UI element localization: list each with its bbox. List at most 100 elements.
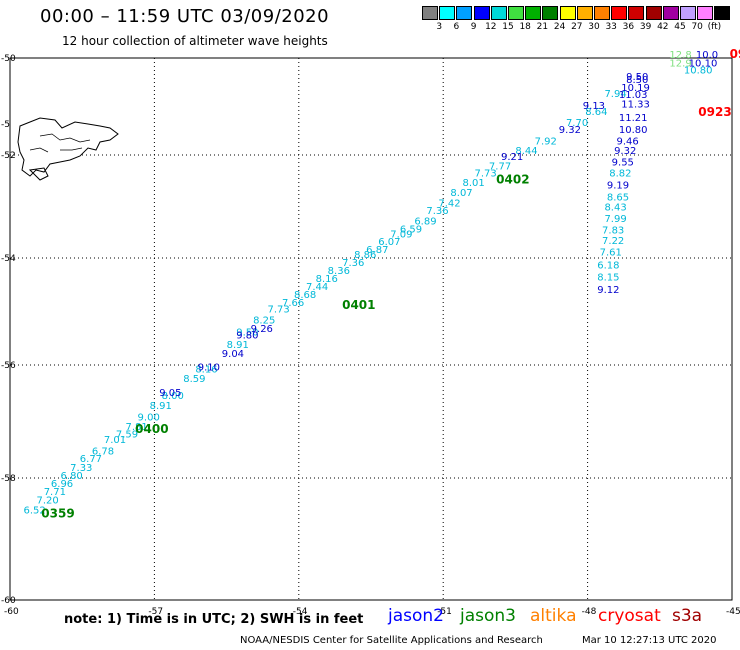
- wave-height-value: 7.61: [600, 247, 622, 258]
- wave-height-value: 7.22: [602, 236, 624, 247]
- wave-height-value: 7.71: [44, 487, 66, 498]
- falkland-islands-coastline: [17, 117, 119, 181]
- wave-height-value: 7.66: [282, 298, 304, 309]
- wave-height-value: 8.65: [607, 192, 629, 203]
- longitude-tick-label: -48: [582, 607, 597, 617]
- wave-height-value: 8.00: [162, 391, 184, 402]
- wave-height-value: 8.01: [462, 178, 484, 189]
- latitude-tick-label: -5: [1, 120, 10, 130]
- wave-height-value: 8.91: [150, 401, 172, 412]
- wave-height-value: 9.50: [236, 328, 258, 339]
- color-swatch: [508, 6, 524, 20]
- wave-height-value: 9.50: [626, 72, 648, 83]
- wave-height-value: 7.01: [104, 435, 126, 446]
- wave-height-value: 7.94: [604, 89, 626, 100]
- wave-height-value: 7.44: [306, 282, 328, 293]
- wave-height-value: 9.13: [583, 101, 605, 112]
- wave-height-value: 10.19: [621, 83, 650, 94]
- wave-height-value: 6.89: [414, 217, 436, 228]
- wave-height-value: 10.10: [689, 59, 718, 70]
- color-scale-label: 6: [453, 22, 460, 32]
- wave-height-value: 9.80: [236, 330, 258, 341]
- wave-height-value: 7.42: [438, 199, 460, 210]
- map-border: [9, 57, 733, 601]
- color-scale-label: 45: [674, 22, 686, 32]
- wave-height-value: 9.19: [607, 180, 629, 191]
- footer-note: note: 1) Time is in UTC; 2) SWH is in fe…: [64, 612, 364, 627]
- wave-height-value: 10.80: [619, 125, 648, 136]
- color-swatch: [611, 6, 628, 20]
- wave-height-value: 9.32: [614, 146, 636, 157]
- color-swatch: [542, 6, 559, 20]
- wave-height-value: 9.00: [138, 412, 160, 423]
- color-scale-label: 18: [519, 22, 531, 32]
- color-swatch: [680, 6, 696, 20]
- wave-height-value: 8.68: [294, 290, 316, 301]
- wave-height-value: 7.99: [604, 214, 626, 225]
- wave-height-value: 7.33: [70, 463, 92, 474]
- longitude-tick-label: -51: [437, 607, 452, 617]
- wave-height-value: 6.59: [400, 224, 422, 235]
- wave-height-value: 11.03: [619, 90, 648, 101]
- wave-height-value: 7.73: [474, 169, 496, 180]
- satellite-label-jason3: jason3: [460, 606, 516, 626]
- wave-height-value: 9.26: [251, 324, 273, 335]
- wave-height-value: 8.44: [515, 146, 537, 157]
- wave-height-value: 8.25: [253, 315, 275, 326]
- longitude-tick-label: -45: [726, 607, 740, 617]
- wave-height-value: 9.10: [198, 363, 220, 374]
- pass-time-label: 0359: [41, 507, 74, 521]
- color-scale-label: 36: [622, 22, 635, 32]
- wave-height-value: 7.70: [566, 118, 588, 129]
- credit-line: NOAA/NESDIS Center for Satellite Applica…: [240, 635, 543, 646]
- map-subtitle: 12 hour collection of altimeter wave hei…: [62, 34, 328, 48]
- latitude-tick-label: -54: [1, 254, 16, 264]
- color-swatch: [559, 6, 576, 20]
- wave-height-value: 7.77: [489, 161, 511, 172]
- wave-height-value: 12.9: [669, 59, 691, 70]
- wave-height-value: 8.59: [183, 374, 205, 385]
- latitude-tick-label: -50: [1, 54, 16, 64]
- color-scale-label: 9: [470, 22, 477, 32]
- wave-height-labels: 6.527.207.716.966.807.336.776.787.017.59…: [23, 47, 740, 521]
- pass-time-label: 0400: [135, 422, 168, 436]
- latitude-tick-label: -52: [1, 151, 16, 161]
- wave-height-value: 6.96: [51, 479, 73, 490]
- satellite-label-jason2: jason2: [388, 606, 444, 626]
- wave-height-value: 11.21: [619, 113, 648, 124]
- color-swatch: [697, 6, 714, 20]
- color-swatch: [645, 6, 662, 20]
- color-swatch: [662, 6, 679, 20]
- satellite-label-s3a: s3a: [672, 606, 703, 626]
- color-swatch: [576, 6, 593, 20]
- wave-height-value: 10.0: [696, 50, 718, 61]
- wave-height-value: 8.36: [328, 266, 350, 277]
- color-scale-label: 12: [485, 22, 497, 32]
- wave-height-value: 8.07: [450, 188, 472, 199]
- color-swatch: [439, 6, 456, 20]
- wave-height-value: 6.18: [597, 261, 619, 272]
- wave-height-value: 11.33: [621, 99, 650, 110]
- coastline-path: [17, 117, 119, 181]
- wave-height-value: 7.83: [602, 225, 624, 236]
- pass-time-label: 0402: [496, 172, 529, 186]
- wave-height-value: 9.46: [616, 136, 638, 147]
- wave-height-value: 6.78: [92, 446, 114, 457]
- wave-height-value: 6.07: [378, 237, 400, 248]
- wave-height-value: 8.91: [227, 340, 249, 351]
- color-swatch: [628, 6, 645, 20]
- wave-height-value: 7.81: [126, 422, 148, 433]
- color-scale-label: 33: [605, 22, 617, 32]
- wave-height-value: 8.82: [609, 169, 631, 180]
- longitude-tick-label: -54: [293, 607, 308, 617]
- color-swatch: [473, 6, 490, 20]
- pass-time-label: 0923: [698, 105, 731, 119]
- wave-height-value: 8.15: [597, 272, 619, 283]
- color-swatch: [714, 6, 731, 20]
- pass-time-label: 0922: [730, 47, 740, 61]
- wave-height-value: 7.92: [535, 136, 557, 147]
- color-scale-label: (ft): [707, 22, 722, 32]
- wave-height-value: 12.8: [669, 50, 691, 61]
- wave-height-value: 8.16: [195, 364, 217, 375]
